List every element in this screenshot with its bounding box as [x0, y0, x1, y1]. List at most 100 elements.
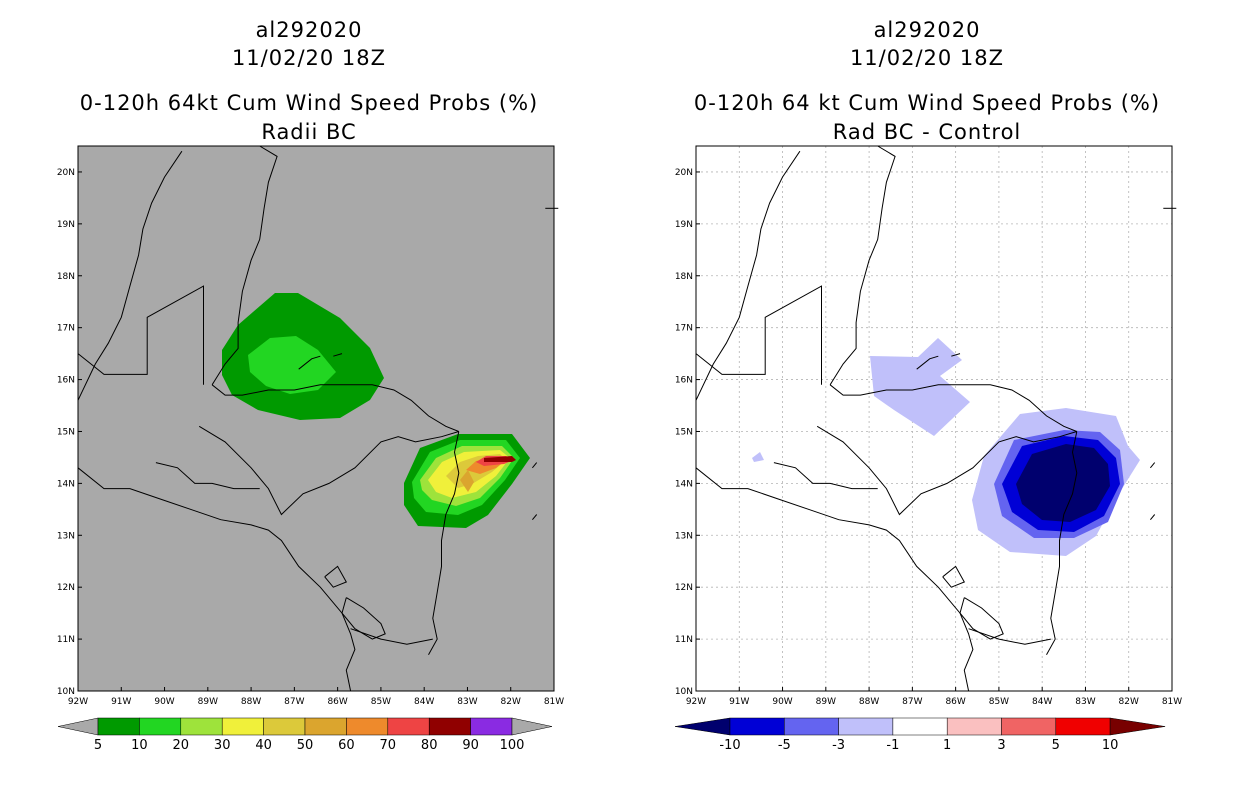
- lat-tick-label: 14N: [57, 479, 75, 489]
- map-frame: [695, 145, 1173, 692]
- probability-contours: [222, 293, 530, 528]
- colorbar-swatch: [304, 717, 347, 736]
- geo-line: [532, 514, 538, 521]
- colorbar-label: 70: [380, 738, 397, 753]
- colorbar-label: 10: [131, 738, 148, 753]
- panel-subtitle: Radii BC: [261, 120, 357, 144]
- geo-line: [1150, 462, 1156, 469]
- storm-id: al292020: [255, 18, 363, 42]
- geo-line: [532, 462, 538, 469]
- geo-line: [428, 431, 460, 655]
- colorbar-swatch: [892, 717, 948, 736]
- colorbar-swatch: [1001, 717, 1057, 736]
- geo-line: [942, 565, 966, 588]
- geo-line: [77, 150, 183, 401]
- geo-line: [155, 462, 260, 490]
- geo-line: [211, 145, 278, 386]
- colorbar-label: 1: [943, 738, 951, 753]
- geo-line: [695, 467, 974, 692]
- colorbar-label: 5: [94, 738, 102, 753]
- lat-tick-label: 10N: [57, 687, 75, 697]
- colorbar-label: 10: [1102, 738, 1119, 753]
- lat-tick-label: 18N: [57, 272, 75, 282]
- lat-tick-label: 12N: [57, 583, 75, 593]
- product-title: 0-120h 64 kt Cum Wind Speed Probs (%): [693, 91, 1161, 115]
- lon-tick-label: 86W: [945, 697, 965, 707]
- colorbar-label: 40: [255, 738, 272, 753]
- lat-tick-label: 11N: [57, 635, 75, 645]
- lon-tick-label: 82W: [1119, 697, 1139, 707]
- colorbar-end-left: [674, 717, 731, 736]
- lon-tick-label: 91W: [729, 697, 749, 707]
- contour-below-neg10-east: [1016, 444, 1110, 522]
- probability-colorbar: 5 10 20 30 40 50 60 70 80 90 100: [57, 717, 553, 753]
- colorbar-swatch: [428, 717, 471, 736]
- geo-line: [198, 425, 459, 516]
- colorbar-label: -5: [778, 738, 791, 753]
- colorbar-swatch: [180, 717, 223, 736]
- colorbar-swatch: [838, 717, 894, 736]
- lat-tick-label: 11N: [675, 635, 693, 645]
- lon-tick-label: 92W: [686, 697, 706, 707]
- lon-tick-label: 90W: [154, 697, 174, 707]
- geo-line: [211, 384, 459, 432]
- coastlines-and-borders: [77, 145, 559, 692]
- lon-tick-label: 83W: [1075, 697, 1095, 707]
- colorbar-swatch: [1055, 717, 1111, 736]
- lon-tick-label: 82W: [501, 697, 521, 707]
- lon-tick-label: 88W: [241, 697, 261, 707]
- colorbar-label: 90: [462, 738, 479, 753]
- datetime: 11/02/20 18Z: [849, 46, 1005, 70]
- geo-line: [951, 353, 961, 357]
- geo-line: [968, 628, 1051, 645]
- contour-40pct-south: [460, 470, 474, 492]
- probability-map: 92W 91W 90W 89W 88W 87W 86W 85W 84W 83W 82W 81W 10N 1…: [57, 145, 564, 753]
- lat-tick-label: 14N: [675, 479, 693, 489]
- lon-tick-label: 89W: [816, 697, 836, 707]
- colorbar-label: 3: [997, 738, 1005, 753]
- colorbar-label: 100: [500, 738, 525, 753]
- lat-tick-label: 18N: [675, 272, 693, 282]
- geo-line: [829, 145, 896, 386]
- storm-id: al292020: [873, 18, 981, 42]
- colorbar-label: 5: [1052, 738, 1060, 753]
- lon-tick-label: 90W: [772, 697, 792, 707]
- colorbar-label: -3: [832, 738, 845, 753]
- colorbar-end-right: [1109, 717, 1166, 736]
- product-title: 0-120h 64kt Cum Wind Speed Probs (%): [79, 91, 539, 115]
- colorbar-swatch: [139, 717, 182, 736]
- panel-subtitle: Rad BC - Control: [832, 120, 1022, 144]
- geo-line: [350, 628, 433, 645]
- lon-tick-label: 81W: [1162, 697, 1182, 707]
- lat-tick-label: 12N: [675, 583, 693, 593]
- difference-map: 92W 91W 90W 89W 88W 87W 86W 85W 84W 83W 82W 81W 10N 1…: [674, 145, 1182, 753]
- colorbar-swatch: [346, 717, 389, 736]
- lon-tick-label: 91W: [111, 697, 131, 707]
- colorbar-swatch: [387, 717, 430, 736]
- lat-tick-label: 13N: [57, 531, 75, 541]
- lon-tick-label: 86W: [327, 697, 347, 707]
- lat-tick-label: 19N: [675, 220, 693, 230]
- geo-line: [829, 384, 1077, 432]
- colorbar-swatch: [784, 717, 839, 736]
- colorbar-swatch: [221, 717, 264, 736]
- lon-tick-label: 92W: [68, 697, 88, 707]
- lat-tick-label: 10N: [675, 687, 693, 697]
- right-map-panel: al292020 11/02/20 18Z 0-120h 64 kt Cum W…: [618, 0, 1236, 800]
- left-map-panel: al292020 11/02/20 18Z 0-120h 64kt Cum Wi…: [57, 18, 564, 753]
- lon-tick-label: 88W: [859, 697, 879, 707]
- geo-line: [695, 150, 801, 401]
- colorbar-label: -1: [886, 738, 899, 753]
- colorbar-label: 20: [173, 738, 190, 753]
- geo-line: [77, 285, 204, 385]
- colorbar-label: 60: [338, 738, 355, 753]
- colorbar-label: -10: [719, 738, 740, 753]
- lon-tick-label: 84W: [1032, 697, 1052, 707]
- axis-ticks: 92W 91W 90W 89W 88W 87W 86W 85W 84W 83W 82W 81W 10N 1…: [57, 168, 564, 707]
- lat-tick-label: 19N: [57, 220, 75, 230]
- lon-tick-label: 84W: [414, 697, 434, 707]
- lon-tick-label: 81W: [544, 697, 564, 707]
- contour-neg3-north: [870, 338, 970, 436]
- difference-contours: [752, 338, 1140, 556]
- colorbar-swatch: [263, 717, 306, 736]
